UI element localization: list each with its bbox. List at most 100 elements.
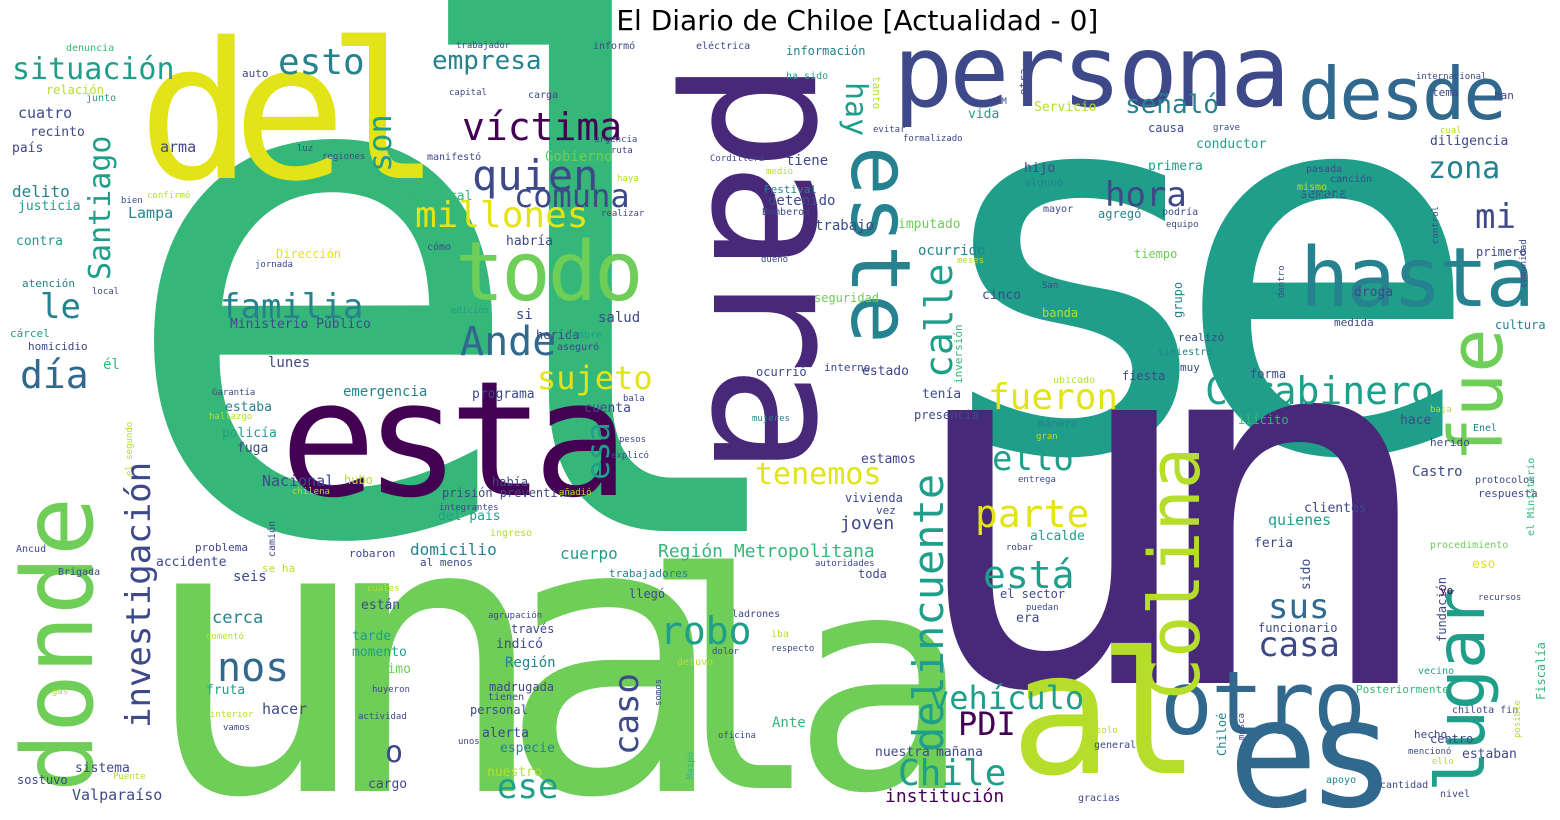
cloud-word: bien [121,196,143,206]
cloud-word: cantidad [1380,780,1429,791]
cloud-word: Fiscalía [1534,642,1548,700]
cloud-word: seis [233,569,267,585]
cloud-word: cultura [1495,318,1546,332]
cloud-word: control [1431,206,1441,244]
cloud-word: Cordillera [710,154,765,164]
cloud-word: cerca [212,608,264,628]
cloud-word: chilena [292,487,330,497]
cloud-word: explicó [611,451,649,461]
cloud-word: investigación [119,461,159,728]
cloud-word: PDI [958,705,1016,743]
cloud-word: parte [975,492,1090,536]
cloud-word: Maipú [686,751,696,779]
cloud-word: camión [267,520,278,557]
cloud-word: accidente [156,555,227,570]
cloud-word: habría [506,234,553,249]
cloud-word: ubicado [1053,375,1096,386]
cloud-word: diligencia [1430,134,1509,149]
cloud-word: ilícito [1238,413,1289,427]
cloud-word: interior [210,710,254,720]
cloud-word: fueron [988,377,1119,418]
cloud-word: hay [838,82,873,137]
cloud-word: estaba [225,400,272,415]
cloud-word: madrugada [489,680,555,694]
cloud-word: ha sido [786,71,829,82]
cloud-word: Chiloé [1215,712,1229,756]
cloud-word: último [364,662,411,677]
cloud-word: alcalde [1030,529,1085,544]
cloud-word: Valparaíso [72,786,163,804]
cloud-word: canción [1330,174,1373,185]
cloud-word: dolor [712,647,740,657]
cloud-word: cuatro [18,104,73,122]
cloud-word: sostuvo [17,773,68,787]
cloud-word: nosotros [1300,185,1368,201]
cloud-word: relación [46,83,104,97]
cloud-word: hora [1105,175,1187,215]
cloud-word: persona [893,13,1290,130]
cloud-word: vida [968,107,1000,122]
cloud-word: quien [472,151,599,200]
cloud-word: esto [278,42,365,83]
cloud-word: cinco [982,288,1022,303]
cloud-word: baja [1430,405,1452,415]
cloud-word: personal [470,703,528,717]
cloud-word: están [361,598,401,613]
cloud-word: zona [1428,151,1501,186]
cloud-word: caso [607,673,647,755]
cloud-word: tiene [786,153,829,169]
cloud-word: él [103,357,120,373]
cloud-word: recinto [30,125,85,140]
cloud-word: inversión [952,324,965,384]
cloud-word: momento [352,645,407,660]
cloud-word: local [92,287,120,297]
cloud-word: aseguró [557,342,600,353]
cloud-word: Puente [113,772,146,782]
cloud-word: cuales [367,584,400,594]
cloud-word: cárcel [10,327,50,340]
cloud-word: está [983,553,1075,597]
cloud-word: mencionó [1408,747,1452,757]
cloud-word: bala [623,394,645,404]
cloud-word: tiempo [1134,247,1178,261]
cloud-word: edición [451,306,489,316]
cloud-word: emergencia [343,384,428,400]
cloud-word: del [138,2,441,223]
cloud-word: indicó [496,637,543,652]
cloud-word: jornada [255,260,293,270]
cloud-word: pesos [619,435,647,445]
cloud-word: confirmó [147,191,191,201]
cloud-word: esa [579,422,617,480]
cloud-word: causa [1148,121,1185,135]
cloud-word: robaron [349,547,396,560]
cloud-word: era [1016,611,1040,626]
cloud-word: clientes [1304,501,1367,516]
cloud-word: detuvo [677,657,714,668]
cloud-word: quienes [1268,511,1332,529]
cloud-word: protocolos [1475,475,1536,486]
cloud-word: herida [536,328,580,342]
page-title: La Estrella El Diario de Chiloe [Actuali… [461,4,1099,37]
cloud-word: se ha [262,562,296,575]
cloud-word: nos [217,645,290,691]
cloud-word: RM [996,97,1007,107]
cloud-word: donde [2,496,116,792]
cloud-word: Colina [1134,447,1216,700]
cloud-word: cargo [368,777,408,792]
cloud-word: arma [160,138,197,156]
cloud-word: integrantes [439,503,499,513]
cloud-word: agrupación [488,611,543,621]
cloud-word: chilota fin [1452,705,1519,716]
cloud-word: cuenta [584,401,631,416]
cloud-word: desde [1298,52,1507,136]
cloud-word: programa [472,387,535,402]
cloud-word: había [492,475,529,489]
cloud-word: manera [1038,417,1078,430]
cloud-word: estado [862,364,909,379]
cloud-word: hace [1400,413,1432,428]
cloud-word: equipo [1166,220,1199,230]
cloud-word: presencia [914,408,980,422]
cloud-word: forma [1250,367,1287,381]
cloud-word: gas [52,687,69,697]
